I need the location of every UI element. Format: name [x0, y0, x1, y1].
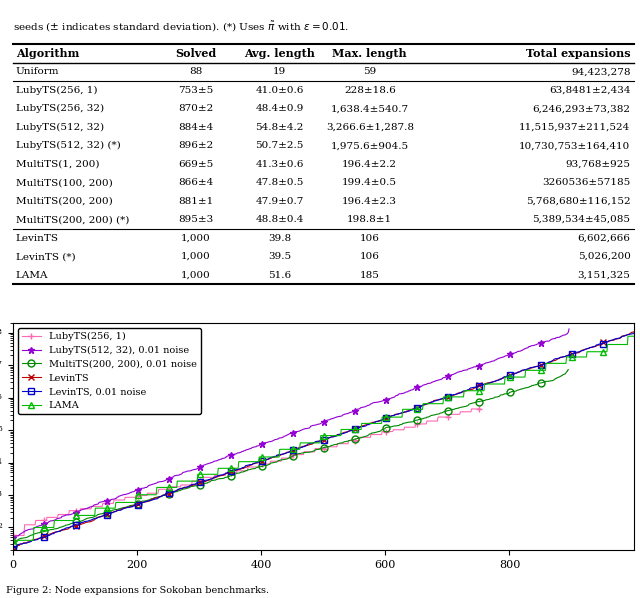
Text: 870±2: 870±2 — [179, 104, 214, 113]
Text: LubyTS(256, 1): LubyTS(256, 1) — [16, 86, 97, 95]
Legend: LubyTS(256, 1), LubyTS(512, 32), 0.01 noise, MultiTS(200, 200), 0.01 noise, Levi: LubyTS(256, 1), LubyTS(512, 32), 0.01 no… — [18, 328, 200, 414]
Text: 669±5: 669±5 — [179, 160, 214, 169]
Text: Algorithm: Algorithm — [16, 48, 79, 59]
Text: 106: 106 — [360, 234, 380, 243]
Text: MultiTS(200, 200) (*): MultiTS(200, 200) (*) — [16, 215, 129, 224]
Text: 11,515,937±211,524: 11,515,937±211,524 — [519, 123, 630, 132]
Text: 185: 185 — [360, 270, 380, 280]
Text: 199.4±0.5: 199.4±0.5 — [342, 178, 397, 187]
Text: 3260536±57185: 3260536±57185 — [542, 178, 630, 187]
Text: 5,389,534±45,085: 5,389,534±45,085 — [532, 215, 630, 224]
Text: Avg. length: Avg. length — [244, 48, 315, 59]
Text: 47.8±0.5: 47.8±0.5 — [255, 178, 304, 187]
Text: MultiTS(200, 200): MultiTS(200, 200) — [16, 197, 113, 206]
Text: 1,638.4±540.7: 1,638.4±540.7 — [331, 104, 409, 113]
Text: 41.0±0.6: 41.0±0.6 — [255, 86, 304, 94]
Text: 196.4±2.2: 196.4±2.2 — [342, 160, 397, 169]
Text: LubyTS(512, 32): LubyTS(512, 32) — [16, 123, 104, 132]
Text: 19: 19 — [273, 68, 286, 77]
Text: 896±2: 896±2 — [179, 141, 214, 150]
Text: 106: 106 — [360, 252, 380, 261]
Text: LevinTS (*): LevinTS (*) — [16, 252, 76, 261]
Text: 48.4±0.9: 48.4±0.9 — [255, 104, 304, 113]
Text: 94,423,278: 94,423,278 — [571, 68, 630, 77]
Text: Max. length: Max. length — [332, 48, 407, 59]
Text: 866±4: 866±4 — [179, 178, 214, 187]
Text: 196.4±2.3: 196.4±2.3 — [342, 197, 397, 206]
Text: LevinTS: LevinTS — [16, 234, 59, 243]
Text: 39.5: 39.5 — [268, 252, 291, 261]
Text: 5,768,680±116,152: 5,768,680±116,152 — [526, 197, 630, 206]
Text: 10,730,753±164,410: 10,730,753±164,410 — [519, 141, 630, 150]
Text: LAMA: LAMA — [16, 270, 49, 280]
Text: MultiTS(100, 200): MultiTS(100, 200) — [16, 178, 113, 187]
Text: 6,246,293±73,382: 6,246,293±73,382 — [532, 104, 630, 113]
Text: 884±4: 884±4 — [179, 123, 214, 132]
Text: 5,026,200: 5,026,200 — [578, 252, 630, 261]
Text: 3,266.6±1,287.8: 3,266.6±1,287.8 — [326, 123, 414, 132]
Text: seeds ($\pm$ indicates standard deviation). (*) Uses $\tilde{\pi}$ with $\vareps: seeds ($\pm$ indicates standard deviatio… — [13, 19, 349, 33]
Text: 1,000: 1,000 — [181, 270, 211, 280]
Text: Figure 2: Node expansions for Sokoban benchmarks.: Figure 2: Node expansions for Sokoban be… — [6, 586, 269, 595]
Text: 3,151,325: 3,151,325 — [578, 270, 630, 280]
Text: Uniform: Uniform — [16, 68, 60, 77]
Text: 51.6: 51.6 — [268, 270, 291, 280]
Text: 6,602,666: 6,602,666 — [578, 234, 630, 243]
Text: 41.3±0.6: 41.3±0.6 — [255, 160, 304, 169]
Text: 47.9±0.7: 47.9±0.7 — [255, 197, 304, 206]
Text: Solved: Solved — [175, 48, 216, 59]
Text: 39.8: 39.8 — [268, 234, 291, 243]
Text: 50.7±2.5: 50.7±2.5 — [255, 141, 304, 150]
Text: LubyTS(512, 32) (*): LubyTS(512, 32) (*) — [16, 141, 121, 150]
Text: 88: 88 — [189, 68, 203, 77]
Text: Total expansions: Total expansions — [526, 48, 630, 59]
Text: 881±1: 881±1 — [179, 197, 214, 206]
Text: 895±3: 895±3 — [179, 215, 214, 224]
Text: 93,768±925: 93,768±925 — [566, 160, 630, 169]
Text: 48.8±0.4: 48.8±0.4 — [255, 215, 304, 224]
Text: MultiTS(1, 200): MultiTS(1, 200) — [16, 160, 99, 169]
Text: 59: 59 — [363, 68, 376, 77]
Text: 54.8±4.2: 54.8±4.2 — [255, 123, 304, 132]
Text: LubyTS(256, 32): LubyTS(256, 32) — [16, 104, 104, 113]
Text: 1,975.6±904.5: 1,975.6±904.5 — [331, 141, 409, 150]
Text: 1,000: 1,000 — [181, 234, 211, 243]
Text: 198.8±1: 198.8±1 — [347, 215, 392, 224]
Text: 63,8481±2,434: 63,8481±2,434 — [549, 86, 630, 94]
Text: 1,000: 1,000 — [181, 252, 211, 261]
Text: 753±5: 753±5 — [179, 86, 214, 94]
Text: 228±18.6: 228±18.6 — [344, 86, 396, 94]
